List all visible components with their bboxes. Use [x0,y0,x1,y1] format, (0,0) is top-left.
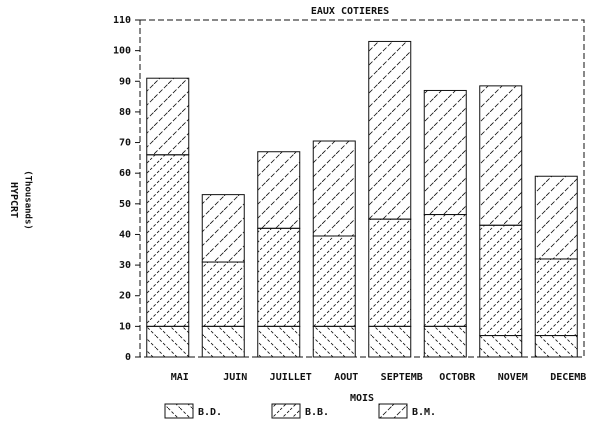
y-axis-label: HYPCRT [8,182,19,218]
plot-frame [139,19,585,358]
y-tick-label: 50 [119,199,131,210]
y-tick-label: 110 [113,15,131,26]
bar-segment [534,175,578,260]
x-tick-label: SEPTEMB [381,372,423,383]
bar-segment [146,154,190,327]
bar-segment [201,261,245,327]
bar-segment [479,335,523,358]
bar-segment [257,227,301,327]
y-tick-label: 90 [119,76,131,87]
x-tick-label: AOUT [334,372,358,383]
y-tick-label: 0 [125,352,131,363]
bar-segment [423,214,467,327]
legend-label: B.M. [412,407,436,418]
bar-segment [257,151,301,229]
y-tick-label: 40 [119,229,131,240]
y-tick-label: 60 [119,168,131,179]
x-tick-label: JUILLET [270,372,312,383]
legend-swatch [378,403,408,419]
x-tick-label: OCTOBR [439,372,476,383]
bar-segment [312,325,356,358]
bar-segment [312,235,356,327]
bar-segment [146,325,190,358]
legend-swatch [271,403,301,419]
bar-segment [423,325,467,358]
bar-segment [146,77,190,156]
bar-segment [368,40,412,220]
x-axis-label: MOIS [350,393,374,404]
y-tick-label: 10 [119,321,131,332]
x-tick-label: NOVEM [498,372,528,383]
legend-label: B.B. [305,407,329,418]
chart-title: EAUX COTIERES [311,6,389,17]
y-tick-label: 20 [119,291,131,302]
y-tick-label: 100 [113,46,131,57]
bar-segment [201,194,245,263]
x-tick-label: MAI [171,372,189,383]
bar-segment [257,325,301,358]
bar-segment [368,325,412,358]
bar-segment [368,218,412,327]
y-axis-label: (Thousands) [23,170,33,230]
x-tick-label: DECEMB [550,372,586,383]
bar-segment [201,325,245,358]
y-tick-label: 80 [119,107,131,118]
bar-segment [479,224,523,337]
x-tick-label: JUIN [223,372,247,383]
bar-segment [423,89,467,216]
bar-segment [479,85,523,226]
legend-swatch [164,403,194,419]
y-tick-label: 30 [119,260,131,271]
bar-segment [534,258,578,337]
legend-label: B.D. [198,407,222,418]
y-tick-label: 70 [119,138,131,149]
bar-segment [534,335,578,358]
bar-segment [312,140,356,237]
